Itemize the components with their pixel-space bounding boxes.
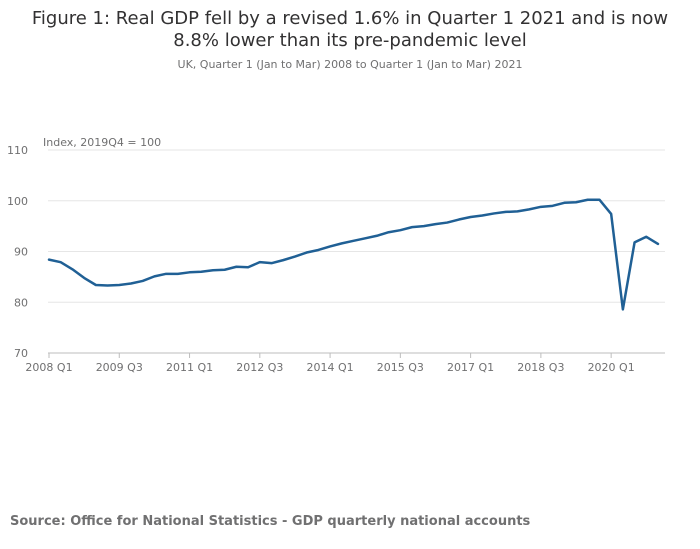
data-point[interactable]: [598, 199, 600, 201]
data-point[interactable]: [364, 237, 366, 239]
data-point[interactable]: [434, 223, 436, 225]
data-point[interactable]: [212, 269, 214, 271]
source-note: Source: Office for National Statistics -…: [10, 514, 531, 529]
data-point[interactable]: [399, 229, 401, 231]
chart-subtitle: UK, Quarter 1 (Jan to Mar) 2008 to Quart…: [177, 58, 523, 71]
data-point[interactable]: [305, 251, 307, 253]
data-point[interactable]: [130, 282, 132, 284]
data-point[interactable]: [528, 208, 530, 210]
data-point[interactable]: [423, 225, 425, 227]
y-tick-label: 110: [7, 144, 28, 157]
data-point[interactable]: [540, 206, 542, 208]
data-point[interactable]: [587, 199, 589, 201]
data-point[interactable]: [247, 266, 249, 268]
chart-title: Figure 1: Real GDP fell by a revised 1.6…: [31, 8, 669, 51]
y-tick-label: 100: [7, 195, 28, 208]
x-tick-label: 2009 Q3: [96, 361, 143, 374]
data-point[interactable]: [60, 261, 62, 263]
data-point[interactable]: [493, 212, 495, 214]
x-tick-label: 2014 Q1: [306, 361, 353, 374]
data-point[interactable]: [223, 269, 225, 271]
y-tick-label: 80: [14, 296, 28, 309]
data-point[interactable]: [329, 245, 331, 247]
data-point[interactable]: [270, 262, 272, 264]
x-tick-label: 2020 Q1: [588, 361, 635, 374]
data-point[interactable]: [458, 218, 460, 220]
data-point[interactable]: [516, 210, 518, 212]
data-point[interactable]: [95, 284, 97, 286]
data-point[interactable]: [563, 202, 565, 204]
data-point[interactable]: [235, 266, 237, 268]
data-point[interactable]: [106, 284, 108, 286]
data-point[interactable]: [48, 258, 50, 260]
data-point[interactable]: [481, 214, 483, 216]
y-tick-label: 90: [14, 246, 28, 259]
data-point[interactable]: [610, 213, 612, 215]
data-point[interactable]: [282, 259, 284, 261]
data-point[interactable]: [387, 231, 389, 233]
data-point[interactable]: [446, 221, 448, 223]
data-point[interactable]: [657, 243, 659, 245]
data-point[interactable]: [469, 216, 471, 218]
x-tick-label: 2015 Q3: [377, 361, 424, 374]
y-tick-label: 70: [14, 347, 28, 360]
data-point[interactable]: [141, 280, 143, 282]
data-point[interactable]: [575, 201, 577, 203]
data-point[interactable]: [341, 242, 343, 244]
data-point[interactable]: [83, 277, 85, 279]
data-point[interactable]: [551, 205, 553, 207]
x-tick-label: 2011 Q1: [166, 361, 213, 374]
data-point[interactable]: [118, 284, 120, 286]
data-point[interactable]: [505, 211, 507, 213]
data-point[interactable]: [259, 261, 261, 263]
data-point[interactable]: [188, 271, 190, 273]
x-tick-label: 2012 Q3: [236, 361, 283, 374]
y-axis-label: Index, 2019Q4 = 100: [43, 136, 161, 149]
series-line-gdp: [47, 198, 660, 311]
data-point[interactable]: [153, 275, 155, 277]
data-point[interactable]: [645, 236, 647, 238]
data-point[interactable]: [294, 255, 296, 257]
x-tick-label: 2017 Q1: [447, 361, 494, 374]
data-point[interactable]: [317, 249, 319, 251]
data-point[interactable]: [177, 273, 179, 275]
data-point[interactable]: [71, 268, 73, 270]
data-point[interactable]: [411, 226, 413, 228]
data-point[interactable]: [352, 240, 354, 242]
x-tick-label: 2018 Q3: [517, 361, 564, 374]
data-point[interactable]: [200, 271, 202, 273]
data-point[interactable]: [622, 308, 624, 310]
data-point[interactable]: [633, 241, 635, 243]
x-tick-label: 2008 Q1: [25, 361, 72, 374]
data-point[interactable]: [165, 273, 167, 275]
data-point[interactable]: [376, 235, 378, 237]
